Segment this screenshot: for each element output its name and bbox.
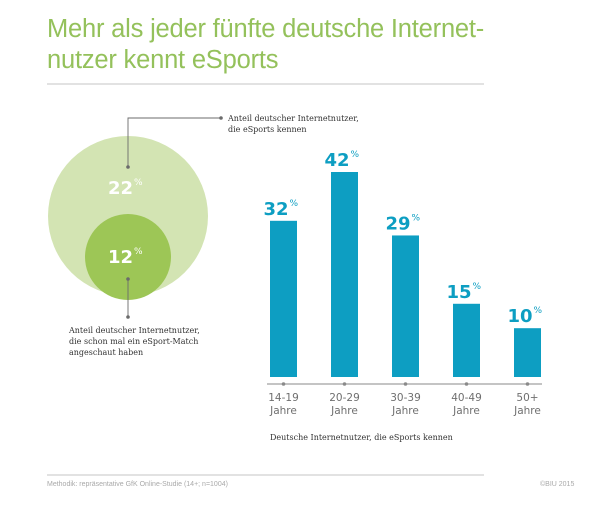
x-tick-label: 50+ [516, 392, 538, 404]
bar-value-unit: % [534, 306, 543, 316]
bar-20-29-jahre [331, 172, 358, 377]
inner-annotation-line-3: angeschaut haben [69, 348, 143, 357]
inner-annotation-dot [126, 277, 130, 281]
footer-methodology: Methodik: repräsentative GfK Online-Stud… [47, 481, 228, 488]
title-line-1: Mehr als jeder fünfte deutsche Internet- [47, 15, 485, 43]
x-axis-tick-dot [342, 382, 347, 386]
outer-annotation-end-dot [219, 116, 223, 120]
bar-value-unit: % [473, 282, 482, 292]
bar-chart: 32 %42 %29 %15 %10% [263, 150, 543, 377]
bar-value-label: 10 [507, 306, 532, 327]
title-line-2: nutzer kennt eSports [47, 46, 279, 74]
inner-circle-value: 12 [108, 247, 133, 268]
bar-40-49-jahre [453, 303, 480, 377]
inner-circle-unit: % [134, 247, 143, 257]
x-tick-label: 20-29 [329, 392, 360, 404]
outer-annotation-line-2: die eSports kennen [228, 125, 307, 134]
bar-30-39-jahre [392, 235, 419, 377]
chart-title: Mehr als jeder fünfte deutsche Internet-… [47, 14, 567, 76]
x-axis-tick-dot [403, 382, 408, 386]
bar-value-unit: % [290, 199, 299, 209]
inner-annotation-line-1: Anteil deutscher Internetnutzer, [68, 326, 200, 335]
x-axis-tick-dot [281, 382, 286, 386]
outer-annotation-line-1: Anteil deutscher Internetnutzer, [227, 114, 359, 123]
x-tick-label: 30-39 [390, 392, 421, 404]
bar-value-label: 29 [385, 213, 410, 234]
outer-circle-value: 22 [108, 178, 133, 199]
inner-circle-12-percent [85, 214, 171, 300]
bar-14-19-jahre [270, 220, 297, 377]
bar-value-label: 15 [446, 282, 471, 303]
x-axis-label: Deutsche Internetnutzer, die eSports ken… [270, 433, 453, 442]
x-tick-label: 40-49 [451, 392, 482, 404]
footer-divider [47, 474, 484, 476]
bar-50-jahre [514, 328, 541, 377]
title-divider [47, 83, 484, 85]
outer-annotation-leader-line [127, 117, 221, 166]
x-axis-tick-dot [525, 382, 530, 386]
bar-value-label: 42 [324, 150, 349, 171]
x-tick-label: Jahre [452, 405, 480, 417]
inner-annotation-end-dot [126, 315, 130, 319]
outer-circle-unit: % [134, 178, 143, 188]
x-axis-ticks: 14-19Jahre20-29Jahre30-39Jahre40-49Jahre… [268, 382, 541, 417]
bar-value-unit: % [351, 150, 360, 160]
bar-value-label: 32 [263, 199, 288, 220]
x-axis-tick-dot [464, 382, 469, 386]
x-tick-label: 14-19 [268, 392, 299, 404]
x-tick-label: Jahre [330, 405, 358, 417]
x-tick-label: Jahre [269, 405, 297, 417]
bar-value-unit: % [412, 213, 421, 223]
x-tick-label: Jahre [513, 405, 541, 417]
inner-annotation-line-2: die schon mal ein eSport-Match [69, 337, 198, 346]
outer-annotation-dot [126, 165, 130, 169]
x-tick-label: Jahre [391, 405, 419, 417]
footer-copyright: ©BIU 2015 [540, 481, 575, 488]
